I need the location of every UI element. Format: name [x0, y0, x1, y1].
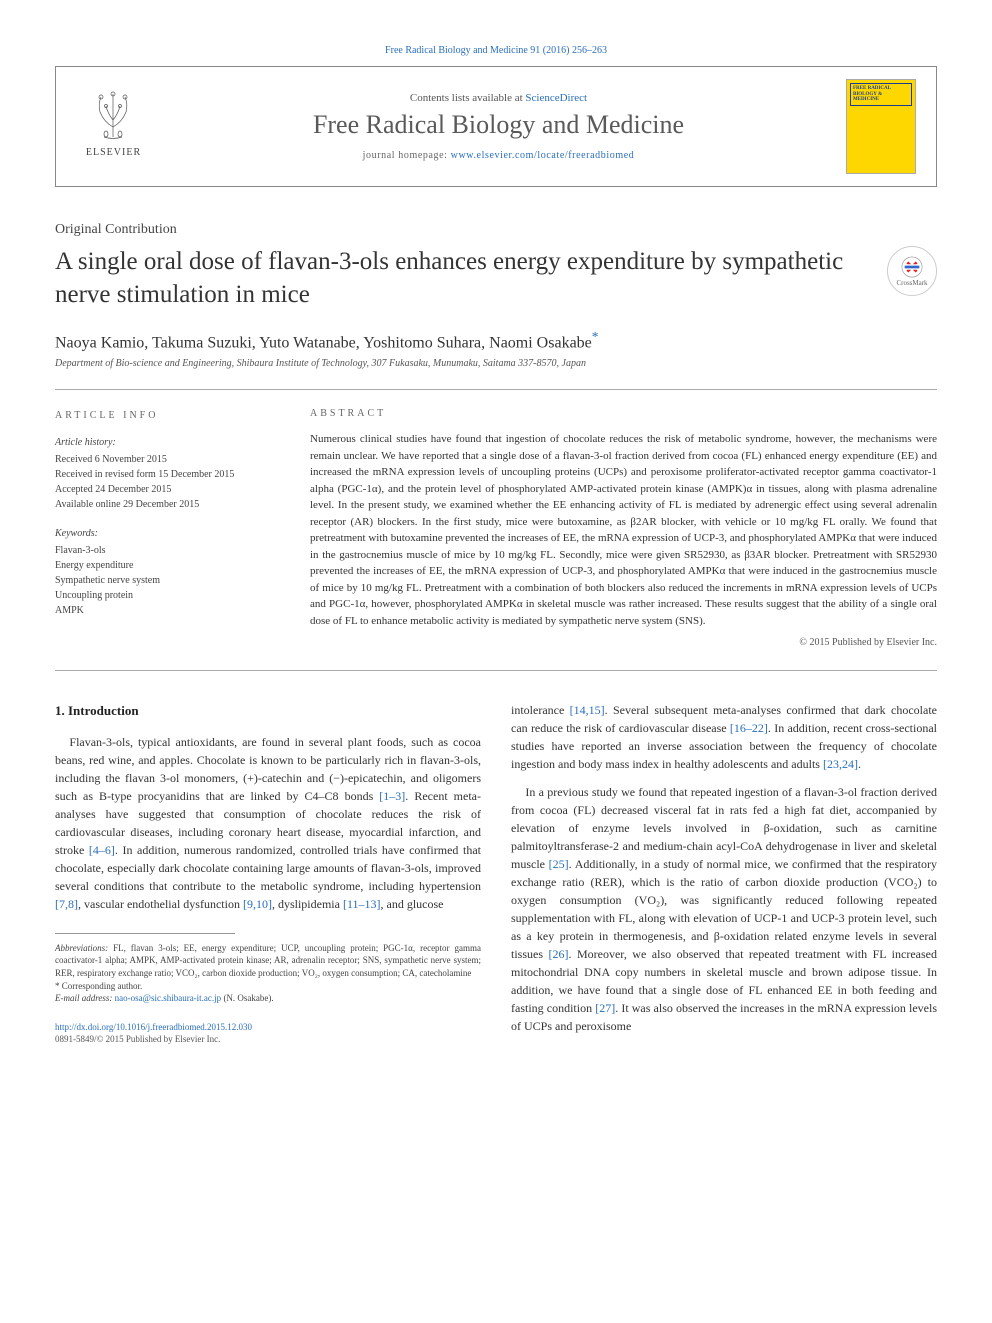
- page-container: Free Radical Biology and Medicine 91 (20…: [0, 0, 992, 1086]
- sciencedirect-link[interactable]: ScienceDirect: [525, 92, 587, 104]
- body-column-left: 1. Introduction Flavan-3-ols, typical an…: [55, 701, 481, 1046]
- reference-link[interactable]: [9,10]: [243, 897, 272, 911]
- history-online: Available online 29 December 2015: [55, 497, 275, 512]
- footnotes-block: Abbreviations: FL, flavan 3-ols; EE, ene…: [55, 942, 481, 1005]
- email-link[interactable]: nao-osa@sic.shibaura-it.ac.jp: [115, 993, 222, 1003]
- journal-title: Free Radical Biology and Medicine: [171, 110, 826, 140]
- reference-link[interactable]: [1–3]: [379, 789, 405, 803]
- keyword-item: Uncoupling protein: [55, 588, 275, 603]
- author-names: Naoya Kamio, Takuma Suzuki, Yuto Watanab…: [55, 334, 592, 351]
- top-citation-link: Free Radical Biology and Medicine 91 (20…: [55, 45, 937, 56]
- reference-link[interactable]: [23,24]: [823, 757, 858, 771]
- keyword-item: Flavan-3-ols: [55, 543, 275, 558]
- reference-link[interactable]: [16–22]: [730, 721, 768, 735]
- article-info-column: ARTICLE INFO Article history: Received 6…: [55, 408, 275, 648]
- reference-link[interactable]: [27]: [595, 1001, 615, 1015]
- header-center: Contents lists available at ScienceDirec…: [151, 92, 846, 161]
- reference-link[interactable]: [14,15]: [570, 703, 605, 717]
- author-list: Naoya Kamio, Takuma Suzuki, Yuto Watanab…: [55, 329, 937, 352]
- crossmark-badge[interactable]: CrossMark: [887, 246, 937, 296]
- elsevier-logo: ELSEVIER: [76, 82, 151, 172]
- divider-top: [55, 389, 937, 390]
- homepage-link[interactable]: www.elsevier.com/locate/freeradbiomed: [451, 150, 635, 161]
- page-footer: http://dx.doi.org/10.1016/j.freeradbiome…: [55, 1021, 481, 1046]
- journal-homepage-line: journal homepage: www.elsevier.com/locat…: [171, 150, 826, 161]
- corresponding-marker: *: [592, 329, 599, 344]
- reference-link[interactable]: [11–13]: [343, 897, 381, 911]
- footnote-separator: [55, 933, 235, 934]
- abstract-column: ABSTRACT Numerous clinical studies have …: [310, 408, 937, 648]
- body-column-right: intolerance [14,15]. Several subsequent …: [511, 701, 937, 1046]
- reference-link[interactable]: [25]: [549, 857, 569, 871]
- history-label: Article history:: [55, 435, 275, 450]
- crossmark-label: CrossMark: [896, 279, 927, 287]
- body-paragraph: intolerance [14,15]. Several subsequent …: [511, 701, 937, 773]
- corresponding-footnote: * Corresponding author.: [55, 980, 481, 993]
- abstract-heading: ABSTRACT: [310, 408, 937, 419]
- crossmark-icon: [901, 256, 923, 278]
- email-suffix: (N. Osakabe).: [221, 993, 273, 1003]
- article-type: Original Contribution: [55, 222, 937, 238]
- body-columns: 1. Introduction Flavan-3-ols, typical an…: [55, 701, 937, 1046]
- keyword-item: Energy expenditure: [55, 558, 275, 573]
- citation-link[interactable]: Free Radical Biology and Medicine 91 (20…: [385, 45, 607, 56]
- keywords-list: Flavan-3-ols Energy expenditure Sympathe…: [55, 543, 275, 618]
- contents-available-line: Contents lists available at ScienceDirec…: [171, 92, 826, 104]
- homepage-prefix: journal homepage:: [363, 150, 451, 161]
- journal-cover-thumbnail: FREE RADICAL BIOLOGY & MEDICINE: [846, 79, 916, 174]
- keywords-label: Keywords:: [55, 526, 275, 541]
- reference-link[interactable]: [26]: [549, 947, 569, 961]
- journal-header-box: ELSEVIER Contents lists available at Sci…: [55, 66, 937, 187]
- history-received: Received 6 November 2015: [55, 452, 275, 467]
- abbreviations-footnote: Abbreviations: FL, flavan 3-ols; EE, ene…: [55, 942, 481, 980]
- abstract-text: Numerous clinical studies have found tha…: [310, 431, 937, 629]
- contents-prefix: Contents lists available at: [410, 92, 525, 104]
- section-heading-introduction: 1. Introduction: [55, 701, 481, 721]
- article-history-block: Article history: Received 6 November 201…: [55, 435, 275, 512]
- body-paragraph: Flavan-3-ols, typical antioxidants, are …: [55, 733, 481, 913]
- elsevier-tree-icon: [86, 82, 141, 142]
- abbrev-text: FL, flavan 3-ols; EE, energy expenditure…: [55, 943, 481, 978]
- cover-title: FREE RADICAL BIOLOGY & MEDICINE: [850, 83, 912, 106]
- keyword-item: Sympathetic nerve system: [55, 573, 275, 588]
- keywords-block: Keywords: Flavan-3-ols Energy expenditur…: [55, 526, 275, 618]
- elsevier-name: ELSEVIER: [86, 147, 141, 158]
- abbrev-label: Abbreviations:: [55, 943, 108, 953]
- history-accepted: Accepted 24 December 2015: [55, 482, 275, 497]
- keyword-item: AMPK: [55, 603, 275, 618]
- body-paragraph: In a previous study we found that repeat…: [511, 783, 937, 1035]
- email-footnote: E-mail address: nao-osa@sic.shibaura-it.…: [55, 992, 481, 1005]
- abstract-copyright: © 2015 Published by Elsevier Inc.: [310, 637, 937, 648]
- reference-link[interactable]: [4–6]: [89, 843, 115, 857]
- article-title: A single oral dose of flavan-3-ols enhan…: [55, 246, 867, 311]
- divider-bottom: [55, 670, 937, 671]
- article-info-heading: ARTICLE INFO: [55, 408, 275, 423]
- issn-line: 0891-5849/© 2015 Published by Elsevier I…: [55, 1034, 220, 1044]
- reference-link[interactable]: [7,8]: [55, 897, 78, 911]
- title-row: A single oral dose of flavan-3-ols enhan…: [55, 246, 937, 311]
- history-revised: Received in revised form 15 December 201…: [55, 467, 275, 482]
- affiliation: Department of Bio-science and Engineerin…: [55, 358, 937, 369]
- doi-link[interactable]: http://dx.doi.org/10.1016/j.freeradbiome…: [55, 1022, 252, 1032]
- email-label: E-mail address:: [55, 993, 112, 1003]
- info-abstract-row: ARTICLE INFO Article history: Received 6…: [55, 408, 937, 648]
